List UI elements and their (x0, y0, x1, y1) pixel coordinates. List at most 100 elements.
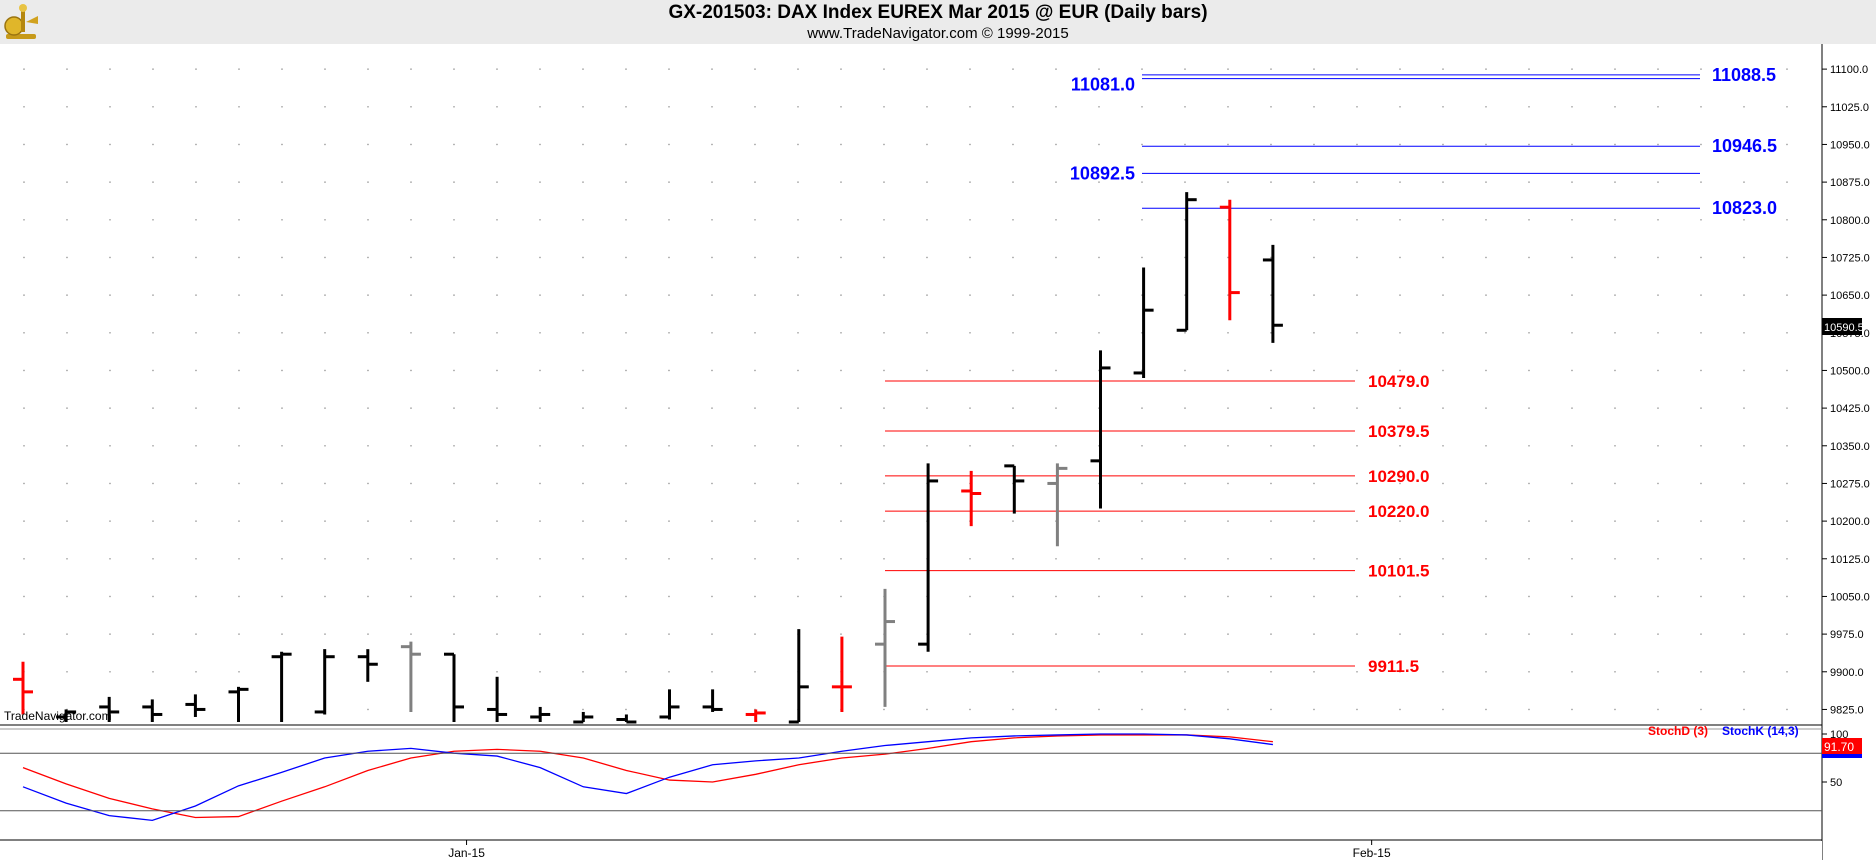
grid-dot (324, 444, 326, 447)
grid-dot (152, 105, 154, 108)
ohlc-bar (831, 636, 852, 712)
grid-dot (969, 444, 971, 447)
ohlc-bar (573, 711, 594, 724)
price-axis: 11100.0 11025.0 10950.0 10875.0 10800.0 10725… (0, 44, 1870, 860)
grid-dot (1700, 482, 1702, 485)
grid-dot (1657, 520, 1659, 522)
support-label: 10479.0 (1368, 372, 1429, 391)
grid-dot (410, 444, 412, 447)
grid-dot (1442, 708, 1444, 711)
grid-dot (1571, 633, 1573, 635)
grid-dot (109, 294, 111, 296)
grid-dot (1313, 331, 1315, 334)
grid-dot (281, 218, 283, 221)
grid-dot (324, 369, 326, 372)
grid-dot (969, 143, 971, 146)
grid-dot (1399, 105, 1401, 108)
grid-dot (1356, 670, 1358, 673)
grid-dot (1356, 68, 1358, 70)
grid-dot (1786, 218, 1788, 221)
grid-dot (1270, 218, 1272, 221)
grid-dot (711, 143, 713, 146)
grid-dot (1012, 105, 1014, 108)
grid-dot (324, 633, 326, 635)
grid-dot (1614, 708, 1616, 711)
grid-dot (969, 633, 971, 635)
grid-dot (883, 557, 885, 560)
grid-dot (152, 294, 154, 296)
grid-dot (496, 633, 498, 635)
resistance-label: 10946.5 (1712, 136, 1777, 156)
grid-dot (1442, 557, 1444, 560)
grid-dot (1442, 105, 1444, 108)
grid-dot (1356, 181, 1358, 183)
grid-dot (1485, 482, 1487, 485)
x-axis: Jan-15 Feb-15 (0, 839, 1822, 863)
grid-dot (195, 218, 197, 221)
grid-dot (1012, 218, 1014, 221)
grid-dot (926, 407, 928, 409)
grid-dot (883, 105, 885, 108)
grid-dot (1614, 407, 1616, 409)
grid-dot (969, 181, 971, 183)
ohlc-bar (1047, 463, 1068, 547)
grid-dot (1012, 256, 1014, 259)
grid-dot (238, 369, 240, 372)
grid-dot (1227, 369, 1229, 372)
grid-dot (625, 105, 627, 108)
grid-dot (1485, 181, 1487, 183)
grid-dot (1141, 256, 1143, 259)
grid-dot (1614, 369, 1616, 372)
grid-dot (1571, 256, 1573, 259)
y-tick-label: 10650.0 (1830, 290, 1870, 302)
grid-dot (1356, 294, 1358, 296)
grid-dot (1442, 143, 1444, 146)
grid-dot (582, 105, 584, 108)
grid-dot (410, 557, 412, 560)
grid-dot (1485, 218, 1487, 221)
ohlc-bar (444, 652, 464, 722)
grid-dot (1786, 105, 1788, 108)
grid-dot (1227, 181, 1229, 183)
grid-dot (1700, 218, 1702, 221)
y-tick-label: 10800.0 (1830, 215, 1870, 227)
grid-dot (23, 331, 25, 334)
grid-dot (367, 218, 369, 221)
grid-dot (668, 444, 670, 447)
grid-dot (668, 557, 670, 560)
grid-dot (969, 595, 971, 598)
grid-dot (1528, 407, 1530, 409)
grid-dot (840, 256, 842, 259)
grid-dot (1700, 331, 1702, 334)
grid-dot (66, 331, 68, 334)
grid-dot (1743, 331, 1745, 334)
ohlc-bar (745, 709, 766, 722)
grid-dot (582, 708, 584, 711)
grid-dot (1012, 331, 1014, 334)
grid-dot (711, 482, 713, 485)
grid-dot (539, 294, 541, 296)
grid-dot (1700, 105, 1702, 108)
grid-dot (668, 595, 670, 598)
grid-dot (1055, 218, 1057, 221)
grid-dot (1356, 407, 1358, 409)
grid-dot (1399, 444, 1401, 447)
grid-dot (1485, 670, 1487, 673)
grid-dot (539, 218, 541, 221)
grid-dot (453, 520, 455, 522)
x-axis-band (0, 841, 1822, 863)
grid-dot (797, 520, 799, 522)
grid-dot (1786, 595, 1788, 598)
grid-dot (324, 181, 326, 183)
last-stoch-label: 91.70 (1824, 740, 1854, 754)
grid-dot (1141, 482, 1143, 485)
grid-dot (754, 633, 756, 635)
grid-dot (797, 256, 799, 259)
grid-dot (1098, 256, 1100, 259)
grid-dot (1098, 218, 1100, 221)
grid-dot (1270, 105, 1272, 108)
grid-dot (1614, 670, 1616, 673)
grid-dot (1313, 595, 1315, 598)
grid-dot (1485, 557, 1487, 560)
grid-dot (324, 407, 326, 409)
